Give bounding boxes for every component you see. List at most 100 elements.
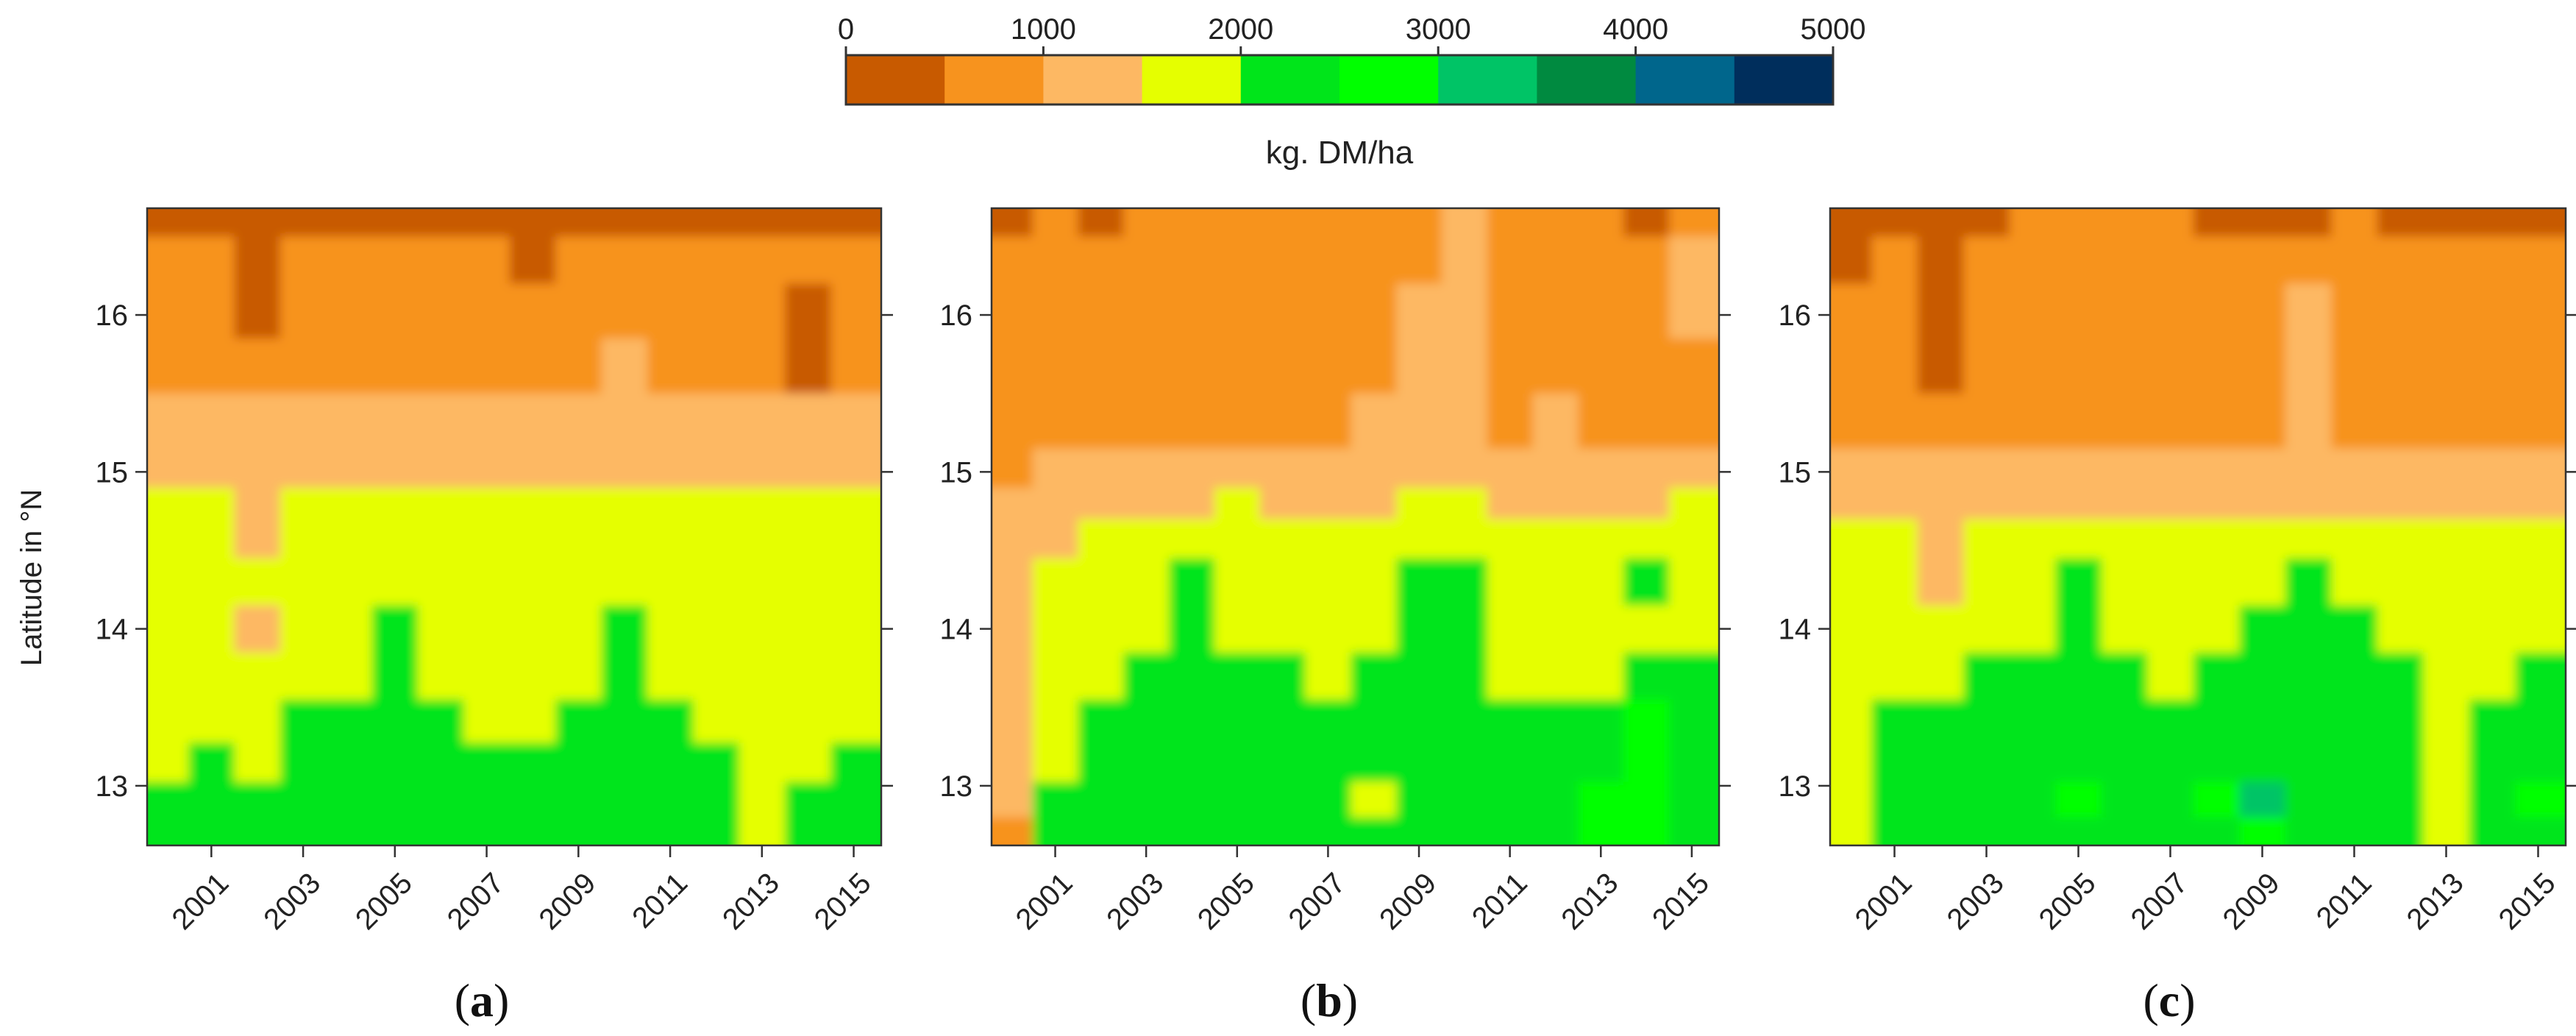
heatmap-cell [1532,652,1579,700]
heatmap-cell [1032,742,1079,783]
heatmap-cell [1487,448,1534,489]
heatmap-cell [1123,781,1170,818]
heatmap-cell [1351,393,1397,450]
heatmap-cell [1669,652,1719,700]
heatmap-cell [555,519,602,559]
heatmap-cell [280,448,327,489]
heatmap-cell [1871,817,1918,845]
heatmap-cell [1351,699,1397,744]
heatmap-cell [739,519,786,559]
heatmap-cell [1830,699,1873,744]
heatmap-cell [647,208,694,238]
heatmap-cell [2147,487,2194,520]
heatmap-cell [555,283,602,339]
x-tick-label: 2015 [808,867,878,936]
heatmap-cell [785,208,832,238]
x-tick-label: 2007 [1283,867,1352,936]
heatmap-cell [1214,699,1261,744]
heatmap-cell [1532,817,1579,845]
heatmap-cell [992,742,1033,783]
heatmap-cell [280,283,327,339]
heatmap-cell [326,487,373,520]
heatmap-cell [280,208,327,238]
heatmap-cell [2239,236,2286,285]
heatmap-cell [1441,519,1488,559]
heatmap-cell [1669,742,1719,783]
heatmap-cell [739,781,786,818]
heatmap-cell [463,283,510,339]
heatmap-cell [601,558,648,606]
heatmap-cell [1032,781,1079,818]
heatmap-cell [1305,393,1352,450]
heatmap-cell [1917,487,1965,520]
heatmap-cell [1351,742,1397,783]
heatmap-cell [992,487,1033,520]
heatmap-cell [1396,487,1442,520]
heatmap-cell [1351,487,1397,520]
heatmap-cell [1305,519,1352,559]
heatmap-cell [1032,605,1079,653]
heatmap-cell [1578,742,1624,783]
x-tick-label: 2015 [2493,867,2562,936]
heatmap-cell [147,699,189,744]
heatmap-cell [188,558,235,606]
heatmap-cell [1123,283,1170,339]
heatmap-cell [326,208,373,238]
heatmap-cell [830,817,881,845]
heatmap-cell [555,781,602,818]
heatmap-cell [326,338,373,394]
heatmap-cell [1917,448,1965,489]
heatmap-cell [1259,338,1306,394]
heatmap-cell [1123,652,1170,700]
heatmap-cell [647,699,694,744]
heatmap-cell [1078,817,1125,845]
heatmap-cell [693,208,740,238]
heatmap-cell [1578,652,1624,700]
heatmap-cell [1396,742,1442,783]
heatmap-cell [601,605,648,653]
heatmap-cell [2285,558,2333,606]
heatmap-cell [1623,781,1670,818]
heatmap-cell [2055,742,2102,783]
heatmap-cell [739,652,786,700]
heatmap-cell [147,519,189,559]
heatmap-cell [371,283,419,339]
heatmap-layer [992,208,1719,845]
heatmap-cell [1214,781,1261,818]
heatmap-layer [1830,208,2566,845]
heatmap-cell [2193,519,2241,559]
heatmap-cell [1169,781,1215,818]
heatmap-cell [1078,338,1125,394]
heatmap-cell [2193,781,2241,818]
heatmap-cell [418,236,465,285]
heatmap-cell [463,393,510,450]
heatmap-cell [188,605,235,653]
heatmap-cell [2193,393,2241,450]
heatmap-cell [1623,652,1670,700]
heatmap-cell [463,519,510,559]
heatmap-cell [2101,781,2149,818]
plot-frame-a [146,207,883,847]
heatmap-cell [1396,208,1442,238]
heatmap-cell [2101,558,2149,606]
heatmap-cell [2055,558,2102,606]
heatmap-cell [1396,781,1442,818]
heatmap-cell [830,393,881,450]
heatmap-cell [992,283,1033,339]
x-tick-label: 2013 [1555,867,1624,936]
heatmap-cell [1669,519,1719,559]
heatmap-cell [463,236,510,285]
heatmap-cell [2377,208,2424,238]
x-tick-label: 2013 [716,867,786,936]
colorbar-frame [844,54,1835,106]
heatmap-cell [418,519,465,559]
heatmap-cell [2239,817,2286,845]
heatmap-cell [2469,699,2516,744]
heatmap-cell [234,283,281,339]
heatmap-cell [2055,236,2102,285]
heatmap-cell [2147,817,2194,845]
heatmap-cell [1169,393,1215,450]
x-tick-label: 2005 [349,867,419,936]
heatmap-cell [1830,448,1873,489]
heatmap-cell [509,605,556,653]
